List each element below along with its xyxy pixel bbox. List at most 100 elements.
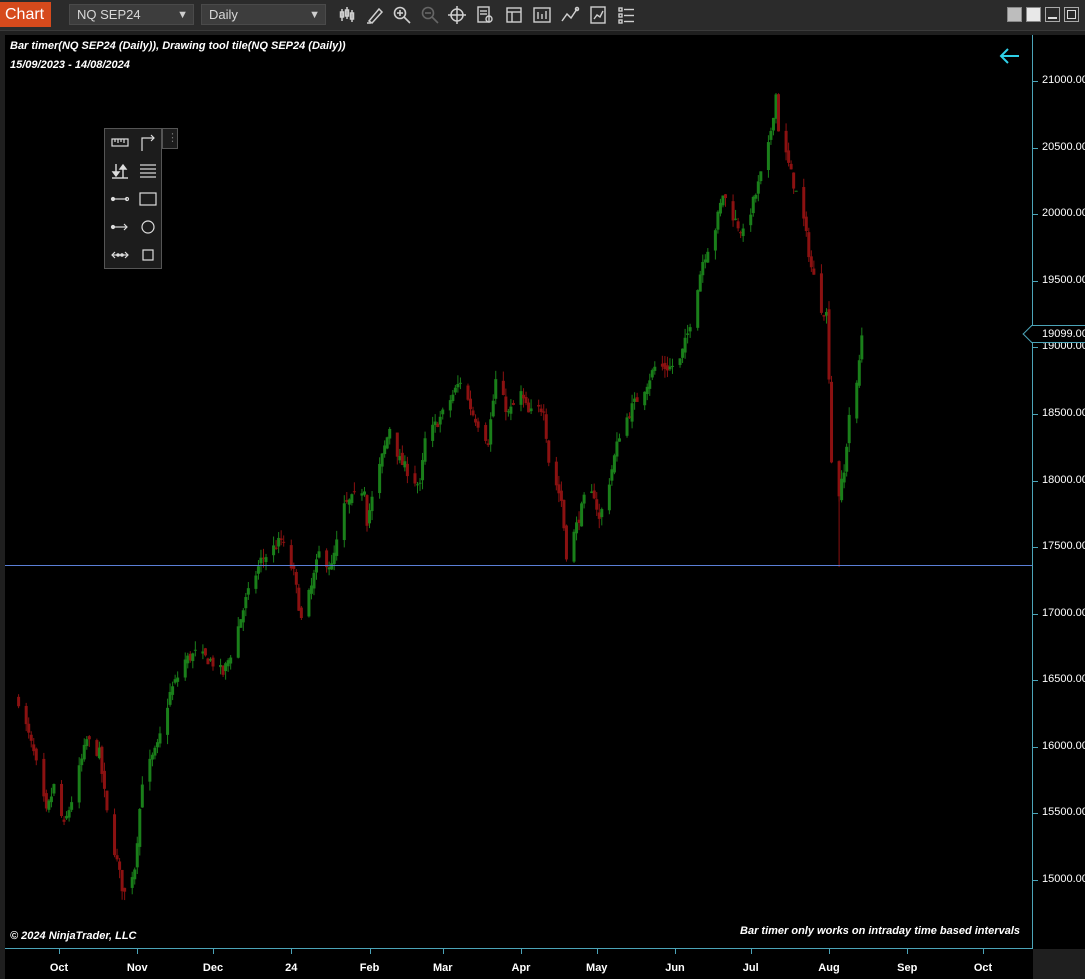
maximize-icon[interactable] <box>1064 7 1079 22</box>
crosshair-icon[interactable] <box>447 5 467 25</box>
line-icon[interactable] <box>110 189 130 209</box>
candle-body <box>683 337 687 353</box>
price-axis[interactable]: 21000.00 20500.00 20000.00 19500.00 19000.00… <box>1033 35 1085 949</box>
data-box-icon[interactable] <box>475 5 495 25</box>
candle-body <box>860 335 864 360</box>
candle-body <box>166 707 170 735</box>
chart-tab[interactable]: Chart <box>0 2 51 27</box>
extended-line-icon[interactable] <box>110 245 130 265</box>
arrow-left-icon[interactable] <box>998 46 1022 66</box>
price-chart[interactable] <box>5 35 1032 948</box>
candle-body <box>610 469 614 481</box>
candle-body <box>123 887 127 892</box>
candle-body <box>32 744 36 752</box>
candle-body <box>274 547 278 549</box>
candle-body <box>342 503 346 541</box>
candle-body <box>183 659 187 678</box>
candle-body <box>527 402 531 413</box>
candle-body <box>787 150 791 163</box>
candle-body <box>633 398 637 402</box>
candle-body <box>49 796 53 803</box>
candle-body <box>777 94 781 132</box>
candle-body <box>731 201 735 221</box>
templates-icon[interactable] <box>504 5 524 25</box>
tile-drag-handle[interactable] <box>162 128 178 149</box>
candle-body <box>650 370 654 378</box>
drawing-tools-icon[interactable] <box>365 5 385 25</box>
indicators-icon[interactable] <box>560 5 580 25</box>
candle-body <box>827 309 831 380</box>
tile-icon[interactable] <box>1007 7 1022 22</box>
chart-panel[interactable]: Bar timer(NQ SEP24 (Daily)), Drawing too… <box>5 35 1033 949</box>
candle-body <box>400 452 404 466</box>
time-axis-label: Jun <box>665 962 685 974</box>
candle-body <box>347 499 351 505</box>
candle-body <box>229 657 233 664</box>
interval-selector[interactable]: Daily ▼ <box>201 4 326 25</box>
candle-body <box>150 754 154 760</box>
candle-body <box>476 421 480 428</box>
candle-body <box>469 398 473 410</box>
candle-body <box>617 438 621 442</box>
candle-body <box>524 396 528 404</box>
candle-body <box>506 411 510 413</box>
candle-body <box>597 512 601 519</box>
drawing-tool-tile[interactable] <box>104 128 178 269</box>
candle-body <box>155 742 159 748</box>
ellipse-icon[interactable] <box>138 217 158 237</box>
zoom-in-icon[interactable] <box>392 5 412 25</box>
candle-body <box>330 563 334 570</box>
time-axis[interactable]: Oct Nov Dec 24 Feb Mar Apr May Jun Jul Aug Sep Oct <box>5 949 1033 979</box>
candle-body <box>365 495 369 526</box>
candle-body <box>645 386 649 395</box>
candle-body <box>193 649 197 651</box>
minimize-icon[interactable] <box>1045 7 1060 22</box>
zoom-out-icon[interactable] <box>420 5 440 25</box>
candle-body <box>368 510 372 524</box>
candle-body <box>648 380 652 389</box>
candle-body <box>557 484 561 494</box>
candle-body <box>423 438 427 462</box>
ruler-icon[interactable] <box>110 133 130 153</box>
ray-icon[interactable] <box>110 217 130 237</box>
candle-body <box>792 172 796 189</box>
instrument-selector[interactable]: NQ SEP24 ▼ <box>69 4 194 25</box>
candle-body <box>85 739 89 747</box>
candle-body <box>378 463 382 494</box>
region-icon[interactable] <box>138 245 158 265</box>
candle-body <box>292 565 296 569</box>
risk-reward-icon[interactable] <box>138 133 158 153</box>
candle-body <box>539 408 543 412</box>
price-axis-label: 16000.00 <box>1042 739 1085 752</box>
candle-body <box>542 411 546 413</box>
candle-body <box>140 784 144 808</box>
time-axis-label: Apr <box>511 962 531 974</box>
time-axis-label: Jul <box>742 962 759 974</box>
candle-body <box>572 531 576 562</box>
candle-body <box>433 421 437 426</box>
time-tick <box>137 949 139 954</box>
properties-icon[interactable] <box>616 5 636 25</box>
candle-body <box>630 403 634 422</box>
candle-body <box>504 396 508 413</box>
candle-body <box>615 441 619 457</box>
candle-body <box>70 802 74 810</box>
price-axis-label: 15000.00 <box>1042 873 1085 885</box>
candle-body <box>670 365 674 367</box>
candle-body <box>564 525 568 560</box>
candle-body <box>668 366 672 370</box>
candle-body <box>246 588 250 595</box>
time-axis-label: May <box>586 962 608 974</box>
candle-body <box>436 423 440 428</box>
restore-icon[interactable] <box>1026 7 1041 22</box>
rectangle-icon[interactable] <box>138 189 158 209</box>
strategies-icon[interactable] <box>588 5 608 25</box>
candle-body <box>484 424 488 441</box>
bar-type-icon[interactable] <box>338 5 358 25</box>
chart-trader-icon[interactable] <box>532 5 552 25</box>
candle-body <box>774 94 778 119</box>
candle-body <box>653 366 657 371</box>
price-marker-icon[interactable] <box>110 161 130 181</box>
candle-body <box>317 551 321 558</box>
fibonacci-icon[interactable] <box>138 161 158 181</box>
